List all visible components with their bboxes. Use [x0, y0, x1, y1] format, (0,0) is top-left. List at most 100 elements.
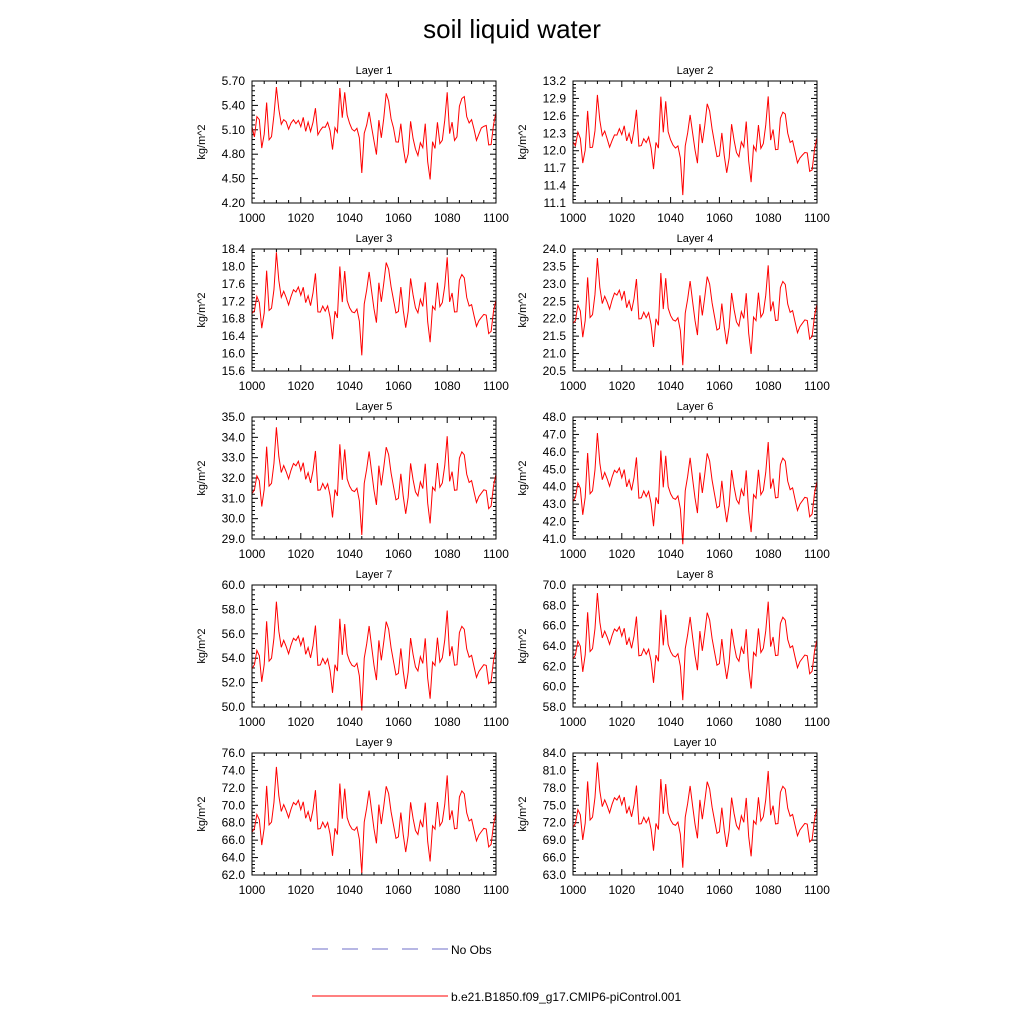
y-tick-label: 62.0: [543, 659, 567, 673]
x-tick-label: 1040: [657, 211, 684, 225]
x-tick-label: 1000: [239, 211, 266, 225]
y-axis-label-layer-2: kg/m^2: [517, 124, 529, 159]
y-tick-label: 44.0: [543, 480, 567, 494]
y-tick-label: 74.0: [222, 763, 246, 777]
x-tick-label: 1020: [608, 379, 635, 393]
chart-title: soil liquid water: [423, 14, 601, 44]
x-tick-label: 1080: [755, 211, 782, 225]
panel-title-layer-10: Layer 10: [674, 737, 717, 749]
y-tick-label: 52.0: [222, 676, 246, 690]
y-tick-label: 58.0: [222, 602, 246, 616]
x-tick-label: 1060: [706, 211, 733, 225]
y-tick-label: 11.4: [544, 179, 567, 193]
panel-title-layer-8: Layer 8: [677, 569, 714, 581]
panel-layer-9: Layer 9 kg/m^2 1000 1020 1040 1060 1080 1100 62.…: [196, 737, 509, 897]
panel-layer-7: Layer 7 kg/m^2 1000 1020 1040 1060 1080 1100 50.…: [196, 569, 509, 729]
x-tick-label: 1100: [804, 547, 830, 561]
y-tick-label: 24.0: [543, 242, 567, 256]
x-tick-label: 1020: [287, 715, 314, 729]
x-tick-label: 1020: [287, 547, 314, 561]
plot-frame-layer-8: [572, 584, 818, 708]
y-tick-label: 72.0: [543, 816, 567, 830]
x-tick-label: 1060: [385, 379, 412, 393]
x-tick-label: 1000: [560, 715, 587, 729]
x-tick-label: 1000: [560, 379, 587, 393]
panel-layer-10: Layer 10 kg/m^2 1000 1020 1040 1060 1080 1100 63…: [517, 737, 830, 897]
y-tick-label: 18.4: [222, 242, 246, 256]
series-line-layer-2: [572, 94, 818, 196]
y-tick-label: 64.0: [543, 639, 567, 653]
y-tick-label: 81.0: [543, 763, 567, 777]
y-tick-label: 45.0: [543, 462, 567, 476]
y-tick-label: 84.0: [543, 746, 567, 760]
y-tick-label: 68.0: [543, 598, 567, 612]
y-tick-label: 63.0: [543, 868, 567, 882]
x-tick-label: 1060: [706, 883, 733, 897]
series-line-layer-1: [251, 87, 497, 180]
y-tick-label: 15.6: [222, 364, 246, 378]
y-tick-label: 66.0: [222, 833, 246, 847]
y-tick-label: 70.0: [543, 578, 567, 592]
y-tick-label: 78.0: [543, 781, 567, 795]
y-tick-label: 32.0: [222, 471, 246, 485]
y-tick-label: 22.0: [543, 312, 567, 326]
y-tick-label: 66.0: [543, 619, 567, 633]
y-tick-label: 60.0: [543, 680, 567, 694]
y-tick-label: 47.0: [543, 427, 567, 441]
y-tick-label: 56.0: [222, 627, 246, 641]
x-tick-label: 1020: [287, 379, 314, 393]
panel-title-layer-1: Layer 1: [356, 65, 393, 77]
x-tick-label: 1000: [560, 547, 587, 561]
y-tick-label: 68.0: [222, 816, 246, 830]
x-tick-label: 1100: [483, 379, 509, 393]
y-axis-label-layer-1: kg/m^2: [196, 124, 208, 159]
x-tick-label: 1080: [755, 547, 782, 561]
x-tick-label: 1080: [755, 379, 782, 393]
x-tick-label: 1000: [560, 211, 587, 225]
x-tick-label: 1100: [804, 211, 830, 225]
x-tick-label: 1080: [434, 547, 461, 561]
x-tick-label: 1020: [287, 211, 314, 225]
y-tick-label: 23.5: [543, 259, 567, 273]
x-tick-label: 1040: [336, 883, 363, 897]
panel-title-layer-7: Layer 7: [356, 569, 393, 581]
x-tick-label: 1000: [239, 547, 266, 561]
plot-frame-layer-10: [572, 752, 818, 876]
y-tick-label: 70.0: [222, 798, 246, 812]
y-tick-label: 11.1: [544, 196, 567, 210]
x-tick-label: 1020: [287, 883, 314, 897]
y-tick-label: 17.2: [222, 294, 246, 308]
y-tick-label: 54.0: [222, 651, 246, 665]
y-tick-label: 11.7: [544, 161, 567, 175]
y-tick-label: 30.0: [222, 512, 246, 526]
y-tick-label: 33.0: [222, 451, 246, 465]
y-tick-label: 21.5: [543, 329, 567, 343]
y-tick-label: 31.0: [222, 491, 246, 505]
panel-title-layer-6: Layer 6: [677, 401, 714, 413]
y-axis-label-layer-10: kg/m^2: [517, 796, 529, 831]
y-axis-label-layer-7: kg/m^2: [196, 628, 208, 663]
panel-layer-5: Layer 5 kg/m^2 1000 1020 1040 1060 1080 1100 29.…: [196, 401, 509, 561]
y-tick-label: 12.9: [543, 91, 567, 105]
y-tick-label: 76.0: [222, 746, 246, 760]
y-tick-label: 16.8: [222, 312, 246, 326]
panel-layer-1: Layer 1 kg/m^2 1000 1020 1040 1060 1080 1100 4.2…: [196, 65, 509, 225]
series-line-layer-10: [572, 762, 818, 868]
x-tick-label: 1020: [608, 715, 635, 729]
x-tick-label: 1060: [385, 715, 412, 729]
y-tick-label: 5.40: [222, 98, 246, 112]
y-tick-label: 20.5: [543, 364, 567, 378]
series-line-layer-4: [572, 257, 818, 366]
x-tick-label: 1040: [657, 883, 684, 897]
x-tick-label: 1100: [483, 211, 509, 225]
x-tick-label: 1000: [239, 379, 266, 393]
y-tick-label: 35.0: [222, 410, 246, 424]
x-tick-label: 1100: [804, 715, 830, 729]
y-axis-label-layer-9: kg/m^2: [196, 796, 208, 831]
plot-frame-layer-4: [572, 248, 818, 372]
y-tick-label: 50.0: [222, 700, 246, 714]
x-tick-label: 1040: [336, 715, 363, 729]
y-axis-label-layer-6: kg/m^2: [517, 460, 529, 495]
y-tick-label: 17.6: [222, 277, 246, 291]
plot-frame-layer-5: [251, 416, 497, 540]
